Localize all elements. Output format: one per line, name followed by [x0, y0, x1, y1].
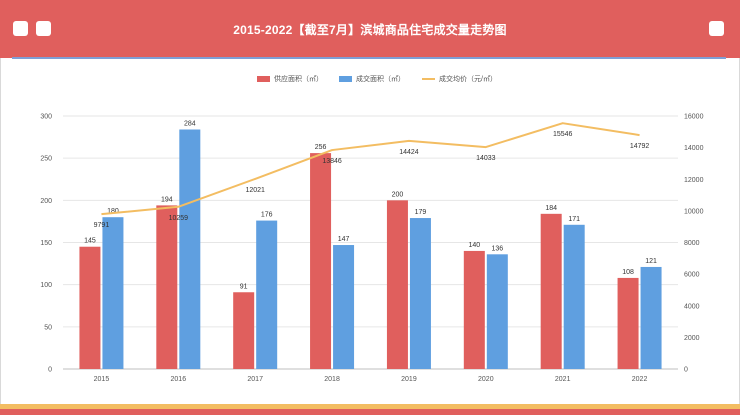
data-label-deal: 136 [491, 245, 503, 252]
bar-supply [233, 292, 255, 369]
y-left-tick-label: 0 [48, 367, 52, 374]
legend-swatch [339, 76, 352, 82]
price-line [101, 122, 640, 216]
data-label-price: 10259 [169, 215, 189, 222]
data-label-price: 13846 [322, 158, 342, 165]
y-right-tick-label: 4000 [684, 303, 700, 310]
x-tick-label: 2022 [632, 376, 648, 383]
data-label-price: 14424 [399, 149, 419, 156]
data-label-deal: 147 [338, 236, 350, 243]
data-label-deal: 284 [184, 120, 196, 127]
data-label-price: 9791 [94, 222, 110, 229]
x-tick-label: 2015 [94, 376, 110, 383]
data-label-deal: 179 [415, 209, 427, 216]
x-tick-label: 2019 [401, 376, 417, 383]
data-label-deal: 180 [107, 208, 119, 215]
legend-label: 成交均价（元/㎡） [439, 74, 497, 83]
bar-supply [310, 153, 332, 369]
bar-supply [79, 246, 101, 369]
data-label-supply: 200 [392, 191, 404, 198]
bar-deal [256, 220, 278, 369]
corner-right [709, 21, 724, 36]
data-label-supply: 140 [468, 242, 480, 249]
bottom-accent-bar [0, 404, 740, 409]
data-label-deal: 121 [645, 258, 657, 265]
header-underline [12, 57, 726, 59]
data-label-supply: 91 [240, 283, 248, 290]
y-right-tick-label: 14000 [684, 145, 704, 152]
data-label-supply: 145 [84, 238, 96, 245]
data-label-supply: 194 [161, 196, 173, 203]
x-tick-label: 2016 [171, 376, 187, 383]
y-left-tick-label: 300 [40, 114, 52, 121]
y-right-tick-label: 0 [684, 367, 688, 374]
corner-left-2 [36, 21, 51, 36]
y-left-tick-label: 150 [40, 240, 52, 247]
bar-deal [102, 217, 124, 369]
bar-deal [563, 224, 585, 369]
y-left-tick-label: 100 [40, 282, 52, 289]
data-label-deal: 176 [261, 212, 273, 219]
y-left-tick-label: 200 [40, 198, 52, 205]
x-tick-label: 2021 [555, 376, 571, 383]
bar-deal [640, 266, 662, 369]
data-label-price: 14792 [630, 143, 650, 150]
data-label-supply: 256 [315, 144, 327, 151]
y-right-tick-label: 10000 [684, 208, 704, 215]
y-right-tick-label: 12000 [684, 177, 704, 184]
bar-deal [486, 254, 508, 369]
bar-deal [333, 245, 355, 369]
data-label-supply: 108 [622, 269, 634, 276]
bar-supply [617, 277, 639, 369]
y-left-tick-label: 250 [40, 156, 52, 163]
bar-supply [386, 200, 408, 369]
x-tick-label: 2017 [247, 376, 263, 383]
chart-title: 2015-2022【截至7月】滨城商品住宅成交量走势图 [233, 23, 507, 37]
y-right-tick-label: 6000 [684, 272, 700, 279]
data-label-price: 14033 [476, 155, 496, 162]
data-label-deal: 171 [568, 216, 580, 223]
data-label-supply: 184 [545, 205, 557, 212]
x-tick-label: 2020 [478, 376, 494, 383]
bottom-red-bar [0, 409, 740, 415]
y-right-tick-label: 8000 [684, 240, 700, 247]
legend-swatch [257, 76, 270, 82]
corner-left-1 [13, 21, 28, 36]
y-right-tick-label: 16000 [684, 114, 704, 121]
data-label-price: 12021 [245, 187, 265, 194]
bar-supply [540, 213, 562, 369]
x-tick-label: 2018 [324, 376, 340, 383]
bar-deal [409, 218, 431, 369]
bar-deal [179, 129, 201, 369]
title-bar [0, 0, 740, 58]
legend-label: 供应面积（㎡） [274, 74, 323, 83]
y-right-tick-label: 2000 [684, 335, 700, 342]
bar-supply [156, 205, 178, 369]
data-label-price: 15546 [553, 131, 573, 138]
bar-supply [463, 250, 485, 369]
y-left-tick-label: 50 [44, 324, 52, 331]
legend-label: 成交面积（㎡） [356, 74, 405, 83]
